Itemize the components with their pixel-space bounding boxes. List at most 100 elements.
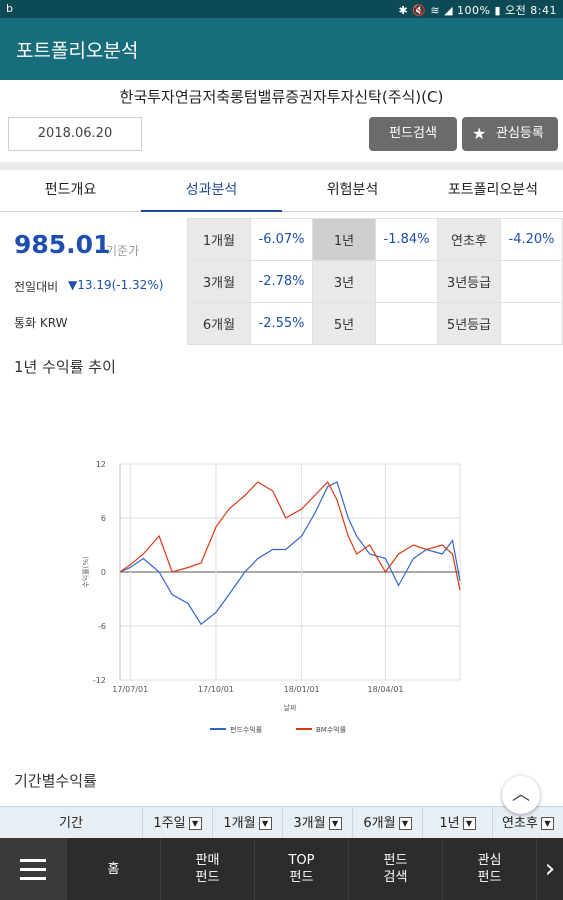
period-label: 6개월 bbox=[187, 302, 251, 345]
fund-name: 한국투자연금저축롱텀밸류증권자투자신탁(주식)(C) bbox=[119, 88, 444, 106]
nav-label-line: 펀드 bbox=[195, 870, 220, 885]
x-tick-label: 17/10/01 bbox=[198, 685, 234, 694]
table-row: 6개월 -2.55% 5년 5년등급 bbox=[187, 302, 563, 345]
add-favorite-button[interactable]: ★ 관심등록 bbox=[462, 117, 558, 151]
series-line-bm bbox=[119, 480, 461, 591]
price-summary: 985.01 기준가 전일대비 ▼13.19(-1.32%) 통화 KRW bbox=[0, 218, 188, 344]
period-select-1m[interactable]: 1개월 ▼ bbox=[213, 807, 283, 841]
period-label: 3년 bbox=[312, 260, 376, 303]
period-label: 5년 bbox=[312, 302, 376, 345]
x-tick-label: 17/07/01 bbox=[112, 685, 148, 694]
bottom-nav: 홈 판매 펀드 TOP 펀드 펀드 검색 관심 펀드 › bbox=[0, 838, 563, 900]
dropdown-arrow-icon: ▼ bbox=[328, 817, 342, 830]
chevron-right-icon: › bbox=[544, 853, 556, 884]
hamburger-icon bbox=[20, 859, 46, 862]
period-select-1w[interactable]: 1주일 ▼ bbox=[143, 807, 213, 841]
legend-label: BM수익률 bbox=[316, 726, 347, 734]
period-value: -1.84% bbox=[375, 218, 438, 261]
star-icon: ★ bbox=[472, 124, 487, 143]
legend-label: 펀드수익률 bbox=[230, 725, 263, 734]
table-row: 3개월 -2.78% 3년 3년등급 bbox=[187, 260, 563, 303]
tab-overview[interactable]: 펀드개요 bbox=[44, 182, 97, 198]
return-trend-chart: 12 6 0 -6 -12 17/07/01 17/10/01 18/01/01 18/04/0… bbox=[82, 460, 461, 734]
dropdown-arrow-icon: ▼ bbox=[462, 817, 476, 830]
section-divider bbox=[0, 162, 563, 170]
hamburger-icon-bar bbox=[20, 877, 46, 880]
nav-home[interactable]: 홈 bbox=[66, 838, 160, 900]
period-header-label: 기간 bbox=[0, 807, 143, 841]
nav-label-line: TOP bbox=[288, 853, 315, 868]
period-value: -2.78% bbox=[250, 260, 313, 303]
period-value bbox=[500, 302, 563, 345]
dropdown-arrow-icon: ▼ bbox=[258, 817, 272, 830]
nav-next-button[interactable]: › bbox=[536, 838, 563, 900]
tab-portfolio[interactable]: 포트폴리오분석 bbox=[447, 182, 539, 198]
y-tick-label: 12 bbox=[96, 460, 106, 469]
nav-label-line: 검색 bbox=[383, 870, 408, 885]
period-select-label: 6개월 bbox=[363, 816, 396, 831]
tab-risk[interactable]: 위험분석 bbox=[326, 182, 379, 198]
period-select-label: 1년 bbox=[439, 816, 460, 831]
period-value bbox=[375, 260, 438, 303]
y-tick-label: 0 bbox=[101, 568, 106, 577]
status-bar: b ✱ 🔇 ≋ ◢ 100% ▮ 오전 8:41 bbox=[0, 0, 563, 18]
period-select-label: 1주일 bbox=[153, 816, 186, 831]
period-select-label: 3개월 bbox=[293, 816, 326, 831]
nav-favorite-funds[interactable]: 관심 펀드 bbox=[442, 838, 536, 900]
x-tick-label: 18/01/01 bbox=[284, 685, 320, 694]
nav-price: 985.01 bbox=[14, 230, 111, 259]
period-value: -2.55% bbox=[250, 302, 313, 345]
period-select-1y[interactable]: 1년 ▼ bbox=[423, 807, 493, 841]
trend-section-title: 1년 수익률 추이 bbox=[14, 358, 116, 376]
date-field[interactable]: 2018.06.20 bbox=[8, 117, 142, 151]
period-select-ytd[interactable]: 연초후 ▼ bbox=[493, 807, 563, 841]
period-label: 1년 bbox=[312, 218, 376, 261]
nav-label-line: 판매 bbox=[195, 853, 220, 868]
period-label: 3개월 bbox=[187, 260, 251, 303]
period-label: 1개월 bbox=[187, 218, 251, 261]
change-value: ▼13.19(-1.32%) bbox=[68, 278, 164, 292]
x-axis-label: 날짜 bbox=[284, 703, 297, 712]
period-return-header: 기간 1주일 ▼ 1개월 ▼ 3개월 ▼ 6개월 ▼ 1년 ▼ 연초후 ▼ bbox=[0, 806, 563, 841]
chevron-up-icon: ︿ bbox=[512, 784, 530, 805]
tab-performance[interactable]: 성과분석 bbox=[141, 170, 282, 212]
nav-label-line: 펀드 bbox=[383, 853, 408, 868]
tab-bar: 펀드개요 성과분석 위험분석 포트폴리오분석 bbox=[0, 170, 563, 212]
change-label: 전일대비 bbox=[14, 280, 59, 294]
y-tick-label: -6 bbox=[98, 622, 106, 631]
table-row: 1개월 -6.07% 1년 -1.84% 연초후 -4.20% bbox=[187, 218, 563, 261]
currency-label: 통화 KRW bbox=[14, 316, 68, 330]
dropdown-arrow-icon: ▼ bbox=[188, 817, 202, 830]
nav-price-label: 기준가 bbox=[106, 244, 140, 258]
y-axis-label: 수익률(%) bbox=[82, 556, 90, 588]
nav-home-label: 홈 bbox=[107, 861, 120, 877]
scroll-top-button[interactable]: ︿ bbox=[502, 776, 540, 814]
dropdown-arrow-icon: ▼ bbox=[398, 817, 412, 830]
app-bar: 포트폴리오분석 bbox=[0, 18, 563, 80]
period-section-title: 기간별수익률 bbox=[14, 772, 97, 790]
page-title: 포트폴리오분석 bbox=[16, 40, 139, 62]
period-label: 3년등급 bbox=[437, 260, 501, 303]
period-select-3m[interactable]: 3개월 ▼ bbox=[283, 807, 353, 841]
period-select-label: 1개월 bbox=[223, 816, 256, 831]
period-label: 5년등급 bbox=[437, 302, 501, 345]
menu-button[interactable] bbox=[0, 838, 66, 900]
nav-label-line: 펀드 bbox=[289, 870, 314, 885]
period-value bbox=[500, 260, 563, 303]
notification-icon: b bbox=[6, 2, 13, 15]
period-value: -6.07% bbox=[250, 218, 313, 261]
y-tick-label: 6 bbox=[101, 514, 106, 523]
nav-top-funds[interactable]: TOP 펀드 bbox=[254, 838, 348, 900]
status-indicators: ✱ 🔇 ≋ ◢ 100% ▮ 오전 8:41 bbox=[398, 4, 557, 17]
period-select-label: 연초후 bbox=[502, 816, 538, 831]
returns-table: 1개월 -6.07% 1년 -1.84% 연초후 -4.20% 3개월 -2.7… bbox=[187, 218, 563, 345]
x-tick-label: 18/04/01 bbox=[368, 685, 404, 694]
dropdown-arrow-icon: ▼ bbox=[540, 817, 554, 830]
period-select-6m[interactable]: 6개월 ▼ bbox=[353, 807, 423, 841]
period-value: -4.20% bbox=[500, 218, 563, 261]
fund-search-button[interactable]: 펀드검색 bbox=[369, 117, 457, 151]
y-tick-label: -12 bbox=[93, 676, 106, 685]
period-value bbox=[375, 302, 438, 345]
